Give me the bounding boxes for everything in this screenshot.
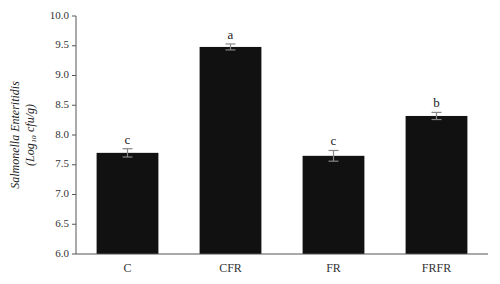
- annotation: c: [125, 132, 131, 147]
- y-tick: [72, 224, 76, 225]
- error-cap: [123, 156, 133, 157]
- bar: [406, 116, 468, 254]
- y-tick-label: 9.0: [55, 68, 69, 80]
- plot-area: [97, 44, 468, 254]
- x-tick-label: C: [123, 261, 131, 275]
- error-cap: [432, 112, 442, 113]
- error-line: [436, 112, 437, 119]
- y-tick-label: 9.5: [55, 38, 69, 50]
- annotation: c: [331, 133, 337, 148]
- y-tick-label: 6.0: [55, 247, 69, 259]
- y-tick: [72, 105, 76, 106]
- y-tick: [72, 135, 76, 136]
- bar: [200, 47, 262, 254]
- chart: cacb6.06.57.07.58.08.59.09.510.0CCFRFRFR…: [0, 0, 500, 284]
- y-axis-label: (Log₁₀ cfu/g): [23, 104, 37, 166]
- x-axis-line: [76, 254, 488, 255]
- y-tick-label: 7.5: [55, 157, 69, 169]
- y-tick: [72, 254, 76, 255]
- annotation: b: [433, 95, 440, 110]
- x-tick-label: FR: [326, 261, 341, 275]
- error-line: [230, 44, 231, 50]
- error-cap: [432, 119, 442, 120]
- x-tick-label: FRFR: [422, 261, 451, 275]
- annotation: a: [228, 27, 234, 42]
- error-cap: [329, 161, 339, 162]
- error-cap: [226, 49, 236, 50]
- y-axis-label: Salmonella Enteritidis: [8, 81, 22, 189]
- error-cap: [123, 148, 133, 149]
- error-bar: [329, 150, 339, 161]
- y-tick-label: 6.5: [55, 217, 69, 229]
- y-tick: [72, 16, 76, 17]
- error-line: [333, 150, 334, 161]
- error-bar: [226, 44, 236, 50]
- bar: [97, 153, 159, 254]
- y-tick: [72, 45, 76, 46]
- y-tick-label: 8.5: [55, 98, 69, 110]
- error-bar: [123, 149, 133, 157]
- y-tick-label: 7.0: [55, 187, 69, 199]
- y-tick-label: 8.0: [55, 128, 69, 140]
- y-tick: [72, 164, 76, 165]
- bar: [303, 156, 365, 254]
- error-line: [127, 149, 128, 157]
- y-tick: [72, 194, 76, 195]
- y-tick-label: 10.0: [50, 9, 70, 21]
- error-bar: [432, 112, 442, 119]
- error-cap: [329, 150, 339, 151]
- x-tick-label: CFR: [219, 261, 242, 275]
- y-tick: [72, 75, 76, 76]
- error-cap: [226, 43, 236, 44]
